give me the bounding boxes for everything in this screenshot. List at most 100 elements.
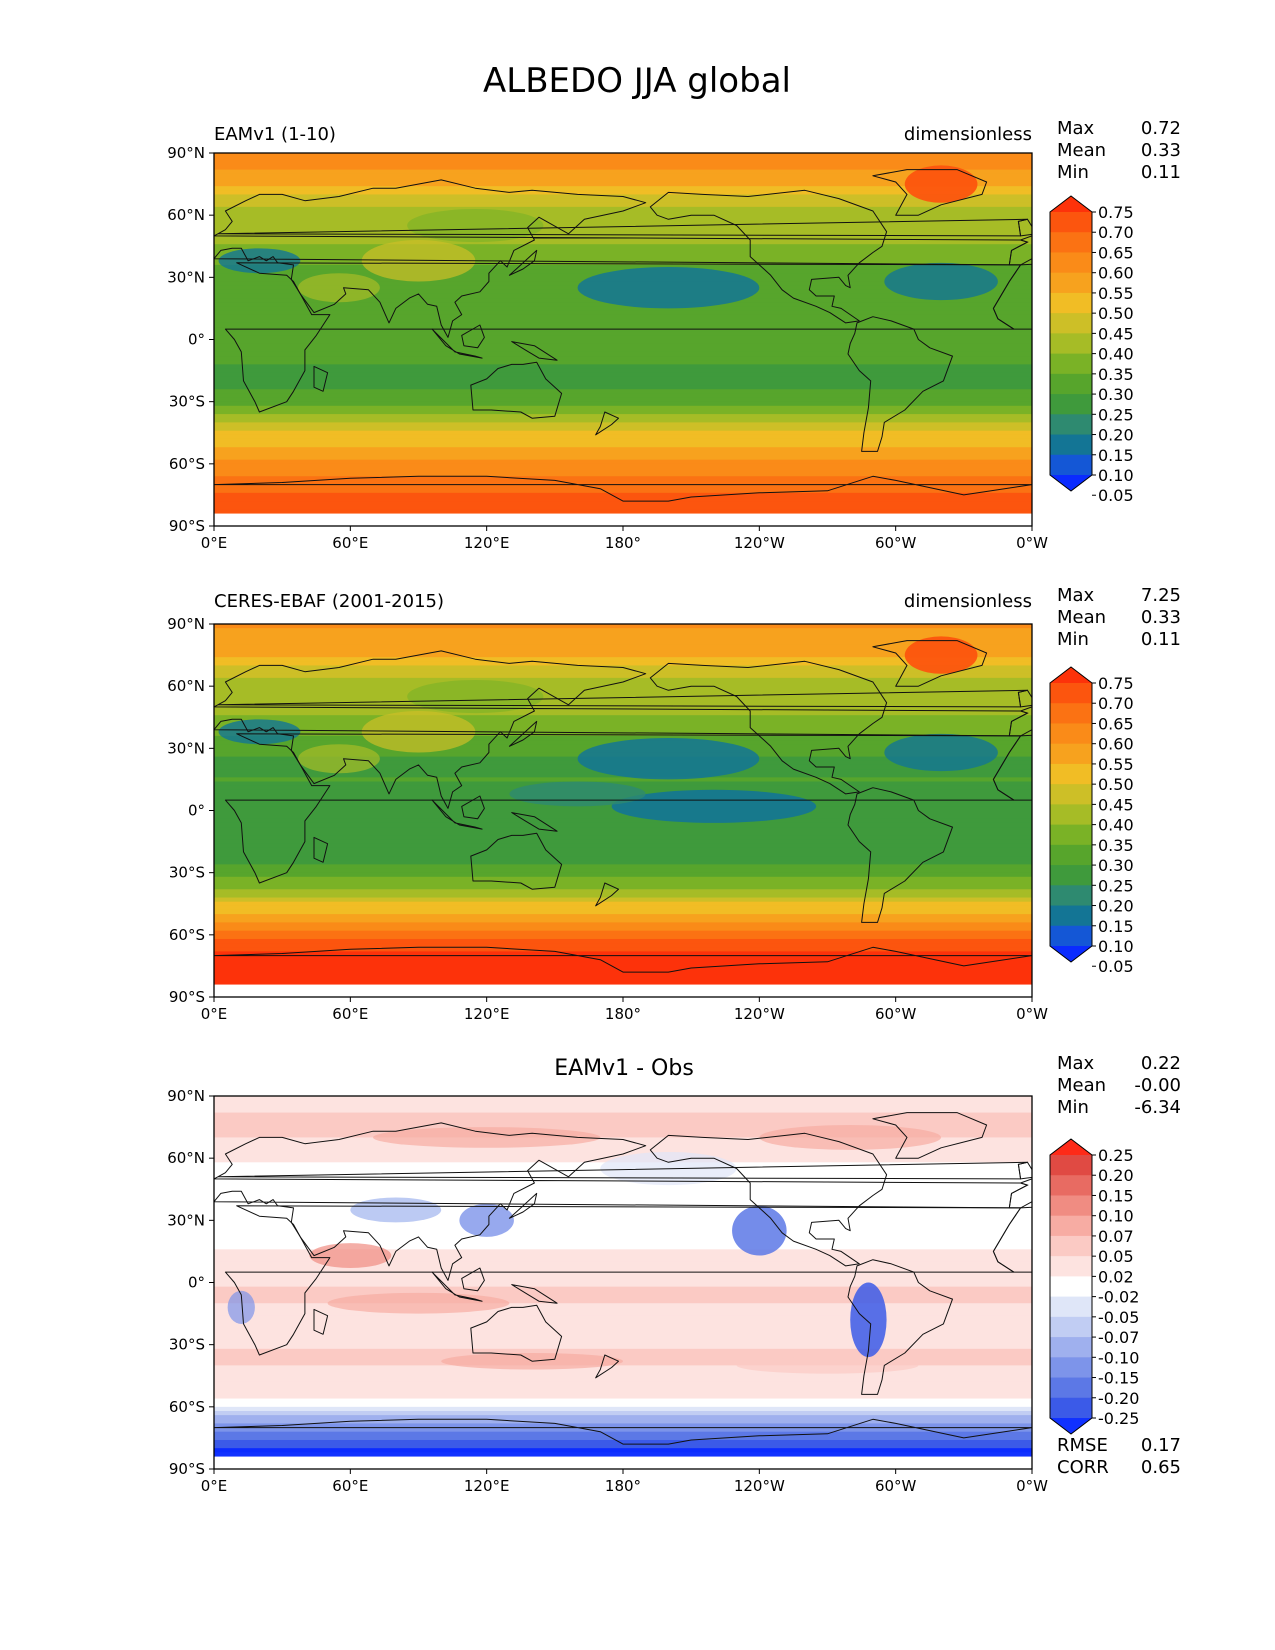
lat-band [214, 405, 1032, 411]
lat-band [214, 1456, 1032, 1462]
colorbar-segment [1050, 1155, 1092, 1176]
lat-band [214, 831, 1032, 836]
lat-band [214, 1245, 1032, 1250]
lat-band [214, 938, 1032, 944]
anomaly [736, 1357, 919, 1374]
colorbar-tick-label: 0.25 [1098, 405, 1134, 424]
lat-band [214, 880, 1032, 886]
lat-tick-label: 30°S [169, 1336, 205, 1354]
colorbar-segment [1050, 353, 1092, 375]
colorbar-segment [1050, 1195, 1092, 1217]
lat-tick-label: 90°N [167, 144, 205, 162]
colorbar-tick-label: 0.05 [1098, 957, 1134, 976]
lat-band [214, 909, 1032, 915]
stat-mean-label: Mean [1057, 1075, 1106, 1096]
lat-band [214, 198, 1032, 204]
colorbar-segment [1050, 905, 1092, 927]
lon-tick-label: 0°E [201, 1005, 228, 1023]
anomaly [459, 1203, 514, 1237]
lat-tick-label: 60°N [167, 1149, 205, 1167]
lat-band [214, 843, 1032, 849]
lat-band [214, 219, 1032, 225]
colorbar-tick-label: 0.35 [1098, 365, 1134, 384]
stats-block: Max 7.25 Mean 0.33 Min 0.11 [1057, 585, 1181, 650]
lat-band [214, 1373, 1032, 1379]
lon-tick-label: 60°E [332, 1005, 368, 1023]
lat-band [214, 1452, 1032, 1458]
lat-band [214, 814, 1032, 820]
lat-band [214, 310, 1032, 316]
lat-band [214, 1253, 1032, 1259]
coastline-newzealand [595, 411, 619, 436]
lat-band [214, 1311, 1032, 1317]
lat-band [214, 673, 1032, 679]
colorbar-segment [1050, 414, 1092, 436]
coastline-namerica [649, 660, 888, 795]
colorbar-segment [1050, 1397, 1092, 1419]
lat-band [214, 513, 1032, 519]
land-region [298, 744, 380, 774]
lat-band [214, 1435, 1032, 1441]
coastline-samerica [847, 787, 953, 923]
colorbar-tick-label: 0.45 [1098, 795, 1134, 814]
corr-value: 0.65 [1141, 1457, 1181, 1478]
lat-band [214, 947, 1032, 953]
lat-band [214, 356, 1032, 361]
lat-tick-label: 30°S [169, 393, 205, 411]
lat-band [214, 306, 1032, 312]
lat-band [214, 1410, 1032, 1416]
lat-band [214, 1274, 1032, 1279]
lat-band [214, 264, 1032, 270]
stat-max-label: Max [1057, 118, 1095, 139]
stat-max-label: Max [1057, 585, 1095, 606]
stat-mean-label: Mean [1057, 607, 1106, 628]
coastline-britain-wrap [1017, 218, 1032, 237]
lat-tick-label: 0° [188, 1274, 205, 1292]
ocean-region [577, 266, 760, 309]
colorbar-segment [1050, 723, 1092, 745]
panel-title: CERES-EBAF (2001-2015) [214, 591, 444, 612]
lat-band [214, 1220, 1032, 1226]
lon-tick-label: 0°E [201, 1477, 228, 1495]
lat-band [214, 1348, 1032, 1354]
coastline-indonesia [431, 799, 483, 830]
lat-band [214, 1299, 1032, 1304]
lat-band [214, 628, 1032, 633]
coastline-africa [224, 262, 1022, 413]
colorbar-tick-label: 0.25 [1098, 876, 1134, 895]
stat-min-value: -6.34 [1134, 1097, 1181, 1118]
lat-band [214, 455, 1032, 461]
lat-band [214, 1133, 1032, 1139]
lat-band [214, 1108, 1032, 1114]
colorbar-extend-max [1050, 1139, 1092, 1155]
lat-band [214, 648, 1032, 654]
panel-title: EAMv1 - Obs [554, 1056, 694, 1081]
lat-band [214, 1286, 1032, 1292]
lat-band [214, 509, 1032, 515]
lon-tick-label: 120°E [464, 1005, 510, 1023]
anomaly [327, 1292, 510, 1314]
stats-block: Max 0.72 Mean 0.33 Min 0.11 [1057, 118, 1181, 183]
coastline-borneo [461, 324, 485, 349]
lon-tick-label: 60°E [332, 1477, 368, 1495]
lat-band [214, 260, 1032, 266]
lon-tick-label: 180° [605, 1005, 641, 1023]
coastline-eurasia-wrap [1008, 235, 1032, 266]
lat-band [214, 959, 1032, 965]
coastline-indonesia [431, 328, 483, 359]
colorbar-tick-label: 0.75 [1098, 203, 1134, 222]
colorbar-tick-label: 0.50 [1098, 304, 1134, 323]
lat-band [214, 860, 1032, 865]
lat-band [214, 1415, 1032, 1420]
colorbar-segment [1050, 784, 1092, 805]
lat-band [214, 1365, 1032, 1371]
lat-band [214, 1406, 1032, 1412]
lat-band [214, 463, 1032, 469]
lat-band [214, 1464, 1032, 1469]
lat-band [214, 372, 1032, 378]
lat-tick-label: 60°S [169, 926, 205, 944]
lat-band [214, 1290, 1032, 1296]
colorbar-segment [1050, 824, 1092, 846]
lat-band [214, 1278, 1032, 1284]
